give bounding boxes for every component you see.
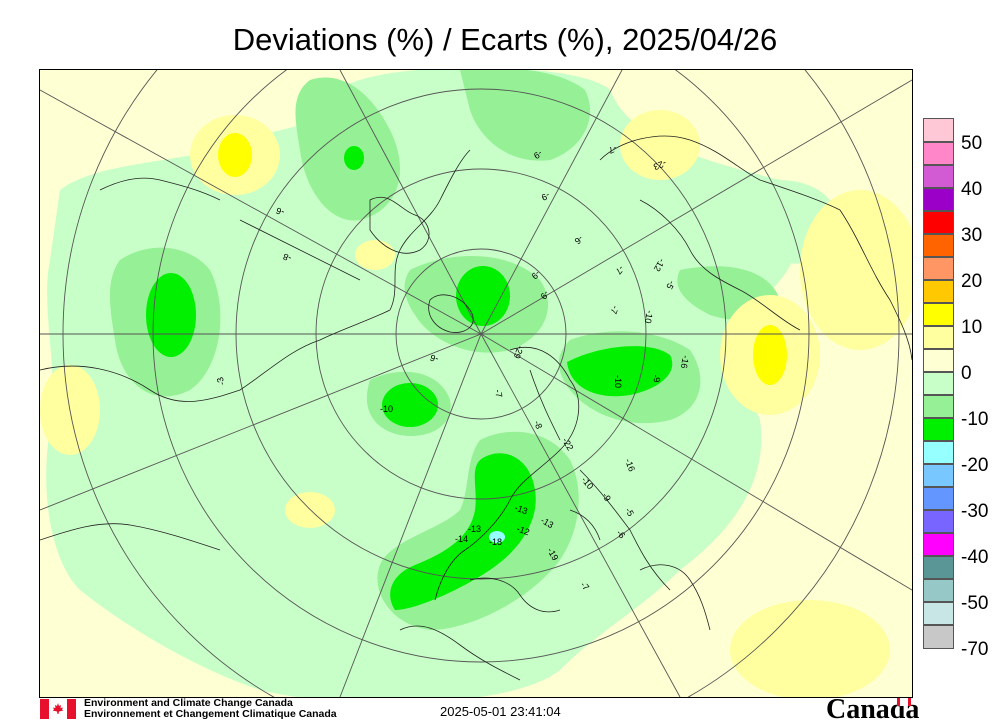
legend-swatch (923, 372, 954, 395)
legend-swatch (923, 625, 954, 649)
legend-swatch (923, 165, 954, 188)
legend-swatch (923, 118, 954, 142)
station-label: -3 (215, 376, 227, 387)
station-label: -7 (493, 389, 504, 399)
org-name-en: Environment and Climate Change Canada (84, 697, 293, 709)
legend-swatch (923, 211, 954, 234)
legend-swatch (923, 579, 954, 602)
legend-label: -30 (961, 501, 989, 522)
org-name-fr: Environnement et Changement Climatique C… (84, 708, 337, 720)
legend-swatch (923, 280, 954, 303)
station-label: -9 (651, 374, 662, 384)
legend-swatch (923, 418, 954, 441)
coastlines (40, 135, 912, 681)
station-label: -5 (623, 506, 636, 518)
legend-label: 30 (961, 225, 983, 246)
legend-label: -20 (961, 455, 989, 476)
legend-label: -10 (961, 409, 989, 430)
station-label: -9 (600, 491, 613, 503)
legend-swatch (923, 533, 954, 556)
legend-label: 0 (961, 363, 972, 384)
legend-label: 40 (961, 179, 983, 200)
generated-timestamp: 2025-05-01 23:41:04 (440, 704, 561, 719)
anomaly-minus-20-spot (489, 531, 505, 543)
map-canvas: -9 -7 -23 -6 -9 -8 -6 -9 -7 -9 -5 -12 -7… (40, 70, 912, 697)
legend-swatch (923, 349, 954, 372)
legend-label: -70 (961, 639, 989, 660)
station-label: -7 (608, 304, 620, 315)
station-label: -5 (664, 279, 677, 291)
station-label: -10 (643, 310, 655, 325)
station-label: -10 (613, 375, 623, 388)
legend-label: -40 (961, 547, 989, 568)
legend-label: 50 (961, 133, 983, 154)
station-label: -12 (515, 523, 531, 537)
station-label: -29 (512, 344, 526, 360)
station-label: -10 (380, 404, 393, 414)
station-label: -6 (429, 352, 440, 364)
legend-swatch (923, 464, 954, 487)
legend-swatch (923, 303, 954, 326)
station-label: -8 (532, 419, 544, 430)
station-label: -18 (489, 537, 502, 547)
legend-swatch (923, 142, 954, 165)
polar-map: -9 -7 -23 -6 -9 -8 -6 -9 -7 -9 -5 -12 -7… (39, 69, 913, 698)
legend-swatch (923, 395, 954, 418)
legend-swatch (923, 602, 954, 625)
station-label: -9 (532, 148, 544, 161)
canada-flag-icon (40, 699, 76, 719)
legend-swatch (923, 257, 954, 280)
anomaly-minus-10-to-minus-20 (146, 146, 673, 610)
chart-title: Deviations (%) / Ecarts (%), 2025/04/26 (232, 22, 778, 57)
anomaly-plus-10-to-plus-20 (218, 133, 787, 385)
station-label: -23 (652, 158, 668, 172)
station-label: -7 (607, 143, 618, 155)
legend-swatch (923, 487, 954, 510)
legend-swatch (923, 510, 954, 533)
station-label: -8 (282, 251, 293, 263)
legend-swatch (923, 234, 954, 257)
legend-label: 20 (961, 271, 983, 292)
station-label: -6 (275, 205, 286, 217)
legend-swatch (923, 441, 954, 464)
station-label: -13 (468, 524, 481, 534)
graticule (40, 70, 912, 697)
legend-swatch (923, 326, 954, 349)
org-signature: Environment and Climate Change Canada En… (40, 698, 337, 720)
legend-label: -50 (961, 593, 989, 614)
station-label: -9 (540, 190, 551, 202)
legend-swatch (923, 188, 954, 211)
station-label: -13 (513, 502, 529, 516)
station-label: -16 (679, 355, 691, 370)
wordmark-flag-icon (897, 698, 911, 706)
station-label: -14 (455, 534, 468, 544)
legend-swatch (923, 556, 954, 579)
station-label: -16 (623, 457, 637, 473)
legend-label: 10 (961, 317, 983, 338)
